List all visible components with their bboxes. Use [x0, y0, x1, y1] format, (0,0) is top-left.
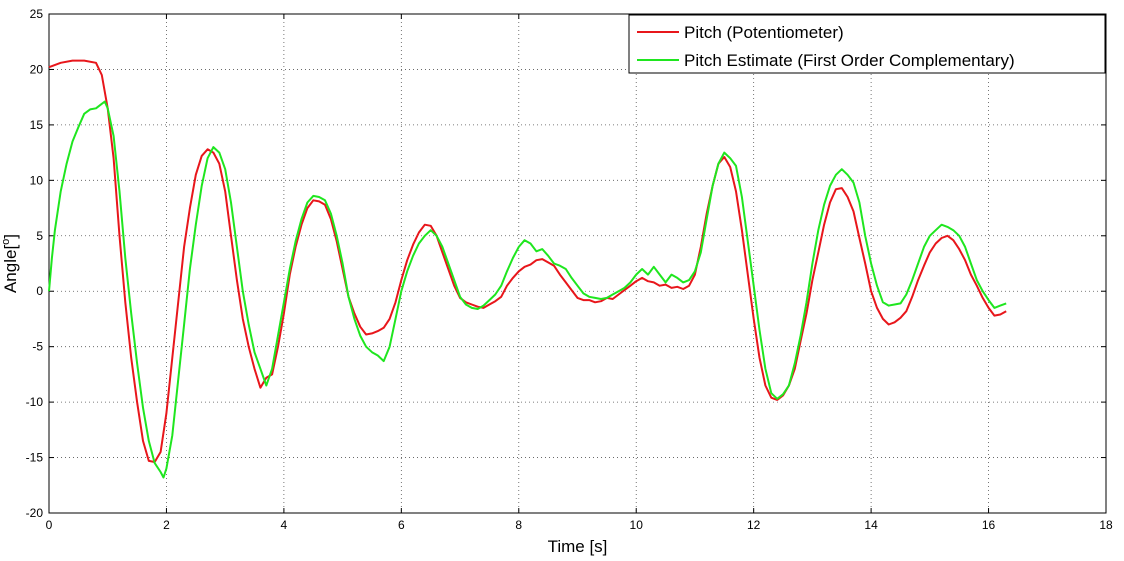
y-tick-label: -5: [32, 340, 43, 354]
y-tick-label: 25: [30, 7, 44, 21]
legend-entry-pitch-potentiometer: Pitch (Potentiometer): [684, 23, 844, 42]
y-tick-label: 15: [30, 118, 44, 132]
series-line-pitch-potentiometer: [48, 59, 1007, 463]
y-tick-label: -20: [26, 506, 44, 520]
y-tick-label: -15: [26, 451, 44, 465]
x-tick-label: 12: [747, 518, 761, 532]
y-axis-label-main: Angle[: [1, 245, 20, 293]
x-tick-label: 10: [630, 518, 644, 532]
legend: Pitch (Potentiometer) Pitch Estimate (Fi…: [628, 14, 1106, 74]
x-tick-label: 6: [398, 518, 405, 532]
legend-box: [628, 14, 1106, 74]
y-tick-label: 0: [36, 284, 43, 298]
y-tick-label: 20: [30, 62, 44, 76]
x-tick-label: 8: [515, 518, 522, 532]
x-tick-label: 0: [46, 518, 53, 532]
grid: [49, 14, 1106, 513]
y-axis-label-close: ]: [1, 234, 20, 239]
y-tick-label: 5: [36, 229, 43, 243]
series-group: [48, 59, 1007, 479]
y-axis-label: Angle[o]: [0, 234, 20, 293]
series-line-pitch-estimate: [48, 100, 1007, 479]
plot-area-frame: [48, 13, 1107, 514]
x-tick-label: 18: [1099, 518, 1113, 532]
x-axis-label: Time [s]: [548, 537, 608, 556]
x-tick-label: 16: [982, 518, 996, 532]
y-tick-label: -10: [26, 395, 44, 409]
x-tick-label: 2: [163, 518, 170, 532]
legend-entry-pitch-estimate: Pitch Estimate (First Order Complementar…: [684, 51, 1015, 70]
x-tick-label: 14: [864, 518, 878, 532]
x-tick-label: 4: [281, 518, 288, 532]
y-axis-label-superscript: o: [0, 239, 12, 245]
y-tick-label: 10: [30, 173, 44, 187]
